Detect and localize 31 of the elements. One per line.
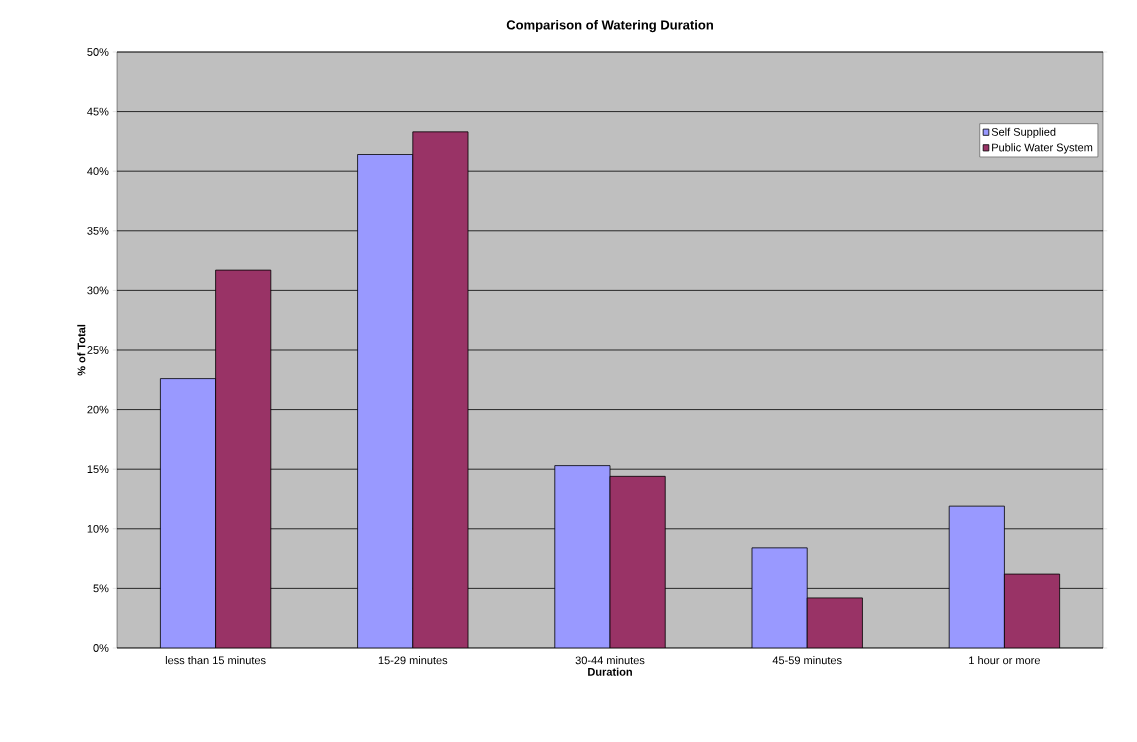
y-tick-label: 10% (87, 524, 109, 533)
bar (357, 154, 414, 648)
legend-label: Self Supplied (991, 127, 1056, 138)
y-tick-label: 20% (87, 405, 109, 414)
y-tick-label: 25% (87, 346, 109, 354)
x-tick-label: less than 15 minutes (165, 656, 266, 665)
bar (1004, 573, 1061, 648)
bar (554, 465, 611, 648)
y-tick-label: 40% (87, 167, 109, 176)
bar (609, 475, 666, 648)
y-tick-label: 5% (93, 584, 109, 593)
bar (751, 547, 808, 648)
bar (948, 505, 1005, 648)
y-tick-label: 50% (87, 48, 109, 56)
bar (159, 378, 217, 648)
x-axis-title: Duration (588, 667, 632, 676)
legend-label: Public Water System (992, 143, 1093, 154)
y-tick-label: 30% (87, 286, 109, 295)
chart-title: Comparison of Watering Duration (506, 19, 713, 33)
y-tick-label: 45% (87, 107, 109, 116)
y-tick-label: 0% (93, 644, 109, 652)
x-tick-label: 30-44 minutes (575, 656, 645, 665)
bar (215, 269, 272, 648)
x-tick-label: 15-29 minutes (378, 656, 448, 665)
y-axis-title: % of Total (77, 324, 86, 376)
y-tick-label: 35% (87, 226, 109, 235)
bar (806, 597, 863, 648)
x-tick-label: 1 hour or more (969, 656, 1040, 665)
y-tick-label: 15% (87, 465, 109, 474)
x-tick-label: 45-59 minutes (772, 656, 842, 665)
bar (412, 131, 469, 648)
